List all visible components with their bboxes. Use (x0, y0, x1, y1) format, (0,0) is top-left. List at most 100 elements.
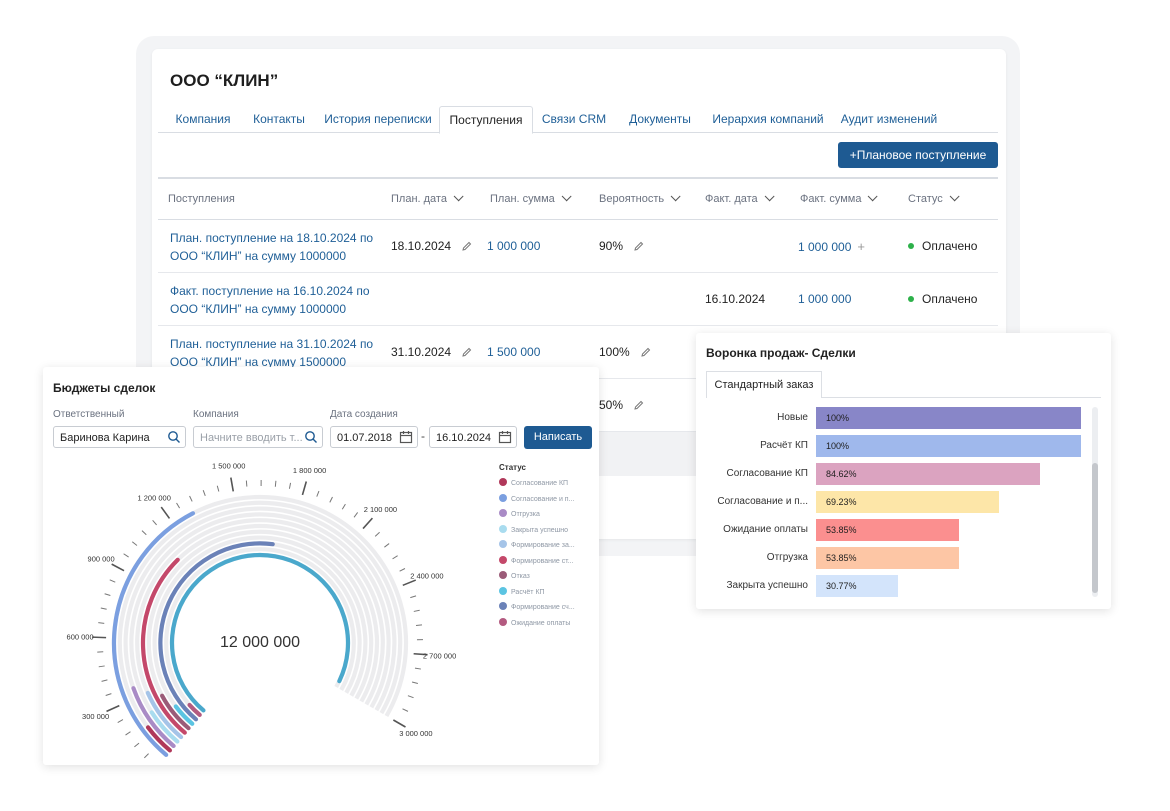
gauge-major-tick (413, 652, 428, 656)
gauge-bar[interactable] (173, 704, 195, 726)
gauge-bar[interactable] (187, 702, 202, 717)
gauge-minor-tick (134, 742, 140, 748)
gauge-minor-tick (353, 512, 359, 518)
receipt-link[interactable]: План. поступление на 31.10.2024 по ООО “… (170, 337, 374, 369)
col-status[interactable]: Статус (908, 191, 960, 205)
funnel-bar[interactable]: 100% (816, 407, 1081, 429)
chevron-down-icon (868, 191, 879, 202)
gauge-bar[interactable] (149, 710, 180, 744)
gauge-bar[interactable] (160, 693, 191, 731)
legend-item[interactable]: Формирование ст... (499, 555, 575, 572)
gauge-tick-label: 2 400 000 (410, 572, 443, 581)
legend-label: Согласование КП (511, 480, 569, 487)
gauge-minor-tick (384, 543, 390, 548)
funnel-bar[interactable]: 30.77% (816, 575, 898, 597)
tab-history[interactable]: История переписки (324, 112, 432, 126)
funnel-bar[interactable]: 53.85% (816, 547, 959, 569)
funnel-bar[interactable]: 84.62% (816, 463, 1041, 485)
legend-item[interactable]: Формирование за... (499, 540, 575, 556)
pencil-icon[interactable] (634, 400, 644, 410)
gauge-bar[interactable] (131, 686, 176, 749)
fact-sum[interactable]: 1 000 000 (798, 292, 852, 306)
gauge-minor-tick (101, 679, 108, 682)
gauge-bar[interactable] (169, 552, 351, 713)
gauge-bar[interactable] (111, 511, 196, 757)
gauge-track (123, 506, 397, 748)
company-search-input[interactable]: Начните вводить т... (193, 426, 323, 448)
plus-icon[interactable]: + (857, 239, 865, 254)
gauge-minor-tick (415, 624, 423, 626)
submit-button[interactable]: Написать (524, 426, 592, 449)
date-from-field[interactable]: 01.07.2018 (330, 426, 418, 448)
gauge-major-tick (392, 719, 406, 728)
col-plan-date[interactable]: План. дата (391, 191, 464, 205)
legend-item[interactable]: Отгрузка (499, 509, 575, 525)
pencil-icon[interactable] (462, 241, 472, 251)
legend-label: Формирование ст... (511, 557, 574, 565)
tab-hierarchy[interactable]: Иерархия компаний (712, 112, 824, 126)
tab-audit[interactable]: Аудит изменений (840, 112, 938, 126)
funnel-row: Отгрузка 53.85% (696, 547, 1091, 569)
receipt-link[interactable]: План. поступление на 18.10.2024 по ООО “… (170, 231, 374, 263)
legend-item[interactable]: Согласование и п... (499, 493, 575, 510)
funnel-row: Согласование КП 84.62% (696, 463, 1091, 485)
legend-item[interactable]: Расчёт КП (499, 586, 575, 603)
tab-contacts[interactable]: Контакты (253, 112, 305, 126)
search-icon[interactable] (304, 430, 318, 444)
gauge-bar[interactable] (145, 725, 172, 753)
legend-item[interactable]: Закрыта успешно (499, 524, 575, 541)
gauge-minor-tick (329, 496, 333, 503)
funnel-bar[interactable]: 53.85% (816, 519, 959, 541)
funnel-stage-label: Согласование и п... (717, 496, 808, 507)
gauge-tick-label: 300 000 (82, 712, 109, 721)
probability: 50% (599, 398, 644, 412)
gauge-tick-label: 2 100 000 (364, 505, 397, 514)
col-fact-date[interactable]: Факт. дата (705, 191, 775, 205)
gauge-bar[interactable] (145, 690, 184, 740)
gauge-bar[interactable] (140, 557, 187, 735)
col-probability[interactable]: Вероятность (599, 191, 681, 205)
pencil-icon[interactable] (641, 347, 651, 357)
receipt-link[interactable]: Факт. поступление на 16.10.2024 по ООО “… (170, 284, 370, 316)
gauge-tick-label: 900 000 (88, 555, 115, 564)
plan-sum[interactable]: 1 500 000 (487, 345, 541, 359)
funnel-bar-value: 53.85% (826, 525, 857, 535)
calendar-icon[interactable] (399, 430, 413, 444)
funnel-bar[interactable]: 69.23% (816, 491, 1000, 513)
funnel-stage-label: Отгрузка (766, 552, 808, 563)
tab-standard-order[interactable]: Стандартный заказ (706, 371, 822, 398)
calendar-icon[interactable] (498, 430, 512, 444)
funnel-bar[interactable]: 100% (816, 435, 1081, 457)
chevron-down-icon (561, 191, 572, 202)
funnel-tab-line (706, 397, 1101, 398)
responsible-field[interactable]: Баринова Карина (53, 426, 186, 448)
tab-crm-links[interactable]: Связи CRM (541, 112, 607, 126)
funnel-scrollbar[interactable] (1092, 407, 1098, 597)
legend-label: Ожидание оплаты (511, 619, 571, 627)
funnel-stage-label: Закрыта успешно (726, 580, 808, 591)
plan-sum[interactable]: 1 000 000 (487, 239, 541, 253)
col-fact-sum[interactable]: Факт. сумма (800, 191, 879, 205)
legend-item[interactable]: Согласование КП (499, 478, 575, 494)
legend-item[interactable]: Ожидание оплаты (499, 617, 575, 634)
search-icon[interactable] (167, 430, 181, 444)
col-receipts[interactable]: Поступления (168, 193, 235, 205)
tab-documents[interactable]: Документы (629, 112, 691, 126)
legend-item[interactable]: Отказ (499, 571, 575, 587)
tab-receipts[interactable]: Поступления (439, 106, 533, 134)
gauge-minor-tick (202, 490, 206, 497)
tab-company[interactable]: Компания (175, 112, 231, 126)
gauge-minor-tick (413, 609, 420, 612)
scrollbar-thumb[interactable] (1092, 463, 1098, 593)
legend-item[interactable]: Формирование сч... (499, 602, 575, 618)
date-label: Дата создания (330, 409, 398, 420)
add-planned-receipt-button[interactable]: +Плановое поступление (838, 142, 998, 168)
date-to-field[interactable]: 16.10.2024 (429, 426, 517, 448)
responsible-label: Ответственный (53, 409, 125, 420)
legend-dot-icon (499, 617, 507, 626)
col-plan-sum[interactable]: План. сумма (490, 191, 572, 205)
pencil-icon[interactable] (462, 347, 472, 357)
pencil-icon[interactable] (634, 241, 644, 251)
legend-dot-icon (499, 602, 507, 610)
gauge-bar[interactable] (158, 541, 275, 722)
